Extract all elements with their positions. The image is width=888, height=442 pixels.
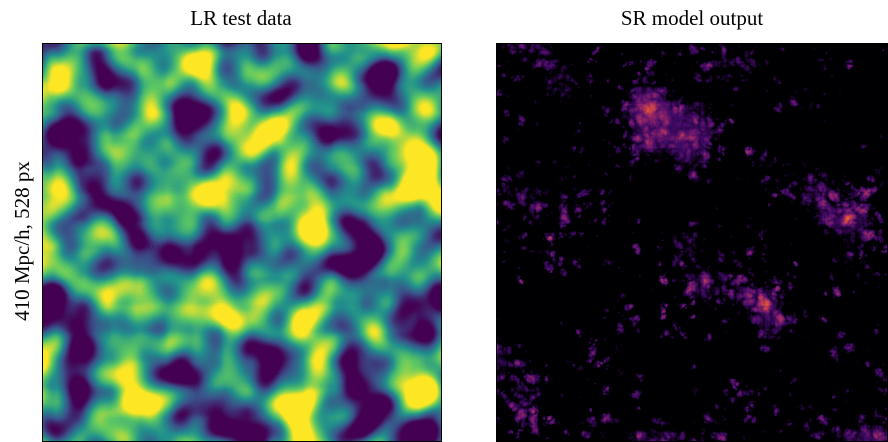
sr-image — [496, 43, 888, 442]
figure: LR test data SR model output 410 Mpc/h, … — [0, 0, 888, 442]
panel-title: SR model output — [621, 6, 764, 30]
y-axis-label: 410 Mpc/h, 528 px — [10, 161, 34, 321]
lr-image — [42, 43, 442, 442]
page: LR test data SR model output 410 Mpc/h, … — [0, 0, 888, 442]
panel-title: LR test data — [190, 6, 292, 30]
